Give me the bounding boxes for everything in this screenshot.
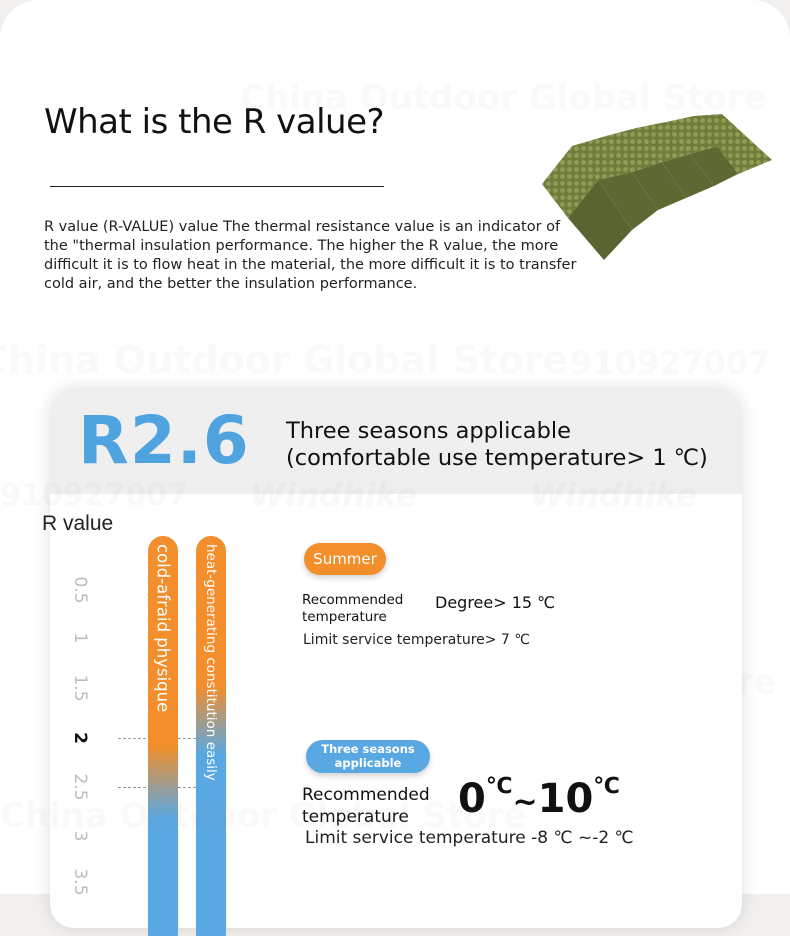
summer-recommended-label: Recommended temperature [302, 592, 404, 625]
scale-tick: 1.5 [70, 674, 90, 702]
cold-afraid-bar: cold-afraid physique [148, 536, 178, 936]
temp-low-unit: ℃ [485, 774, 513, 799]
r-value-description: R value (R-VALUE) value The thermal resi… [44, 219, 577, 292]
three-seasons-limit: Limit service temperature -8 ℃ ~-2 ℃ [305, 828, 634, 848]
scale-tick: 3.5 [70, 868, 90, 896]
summer-degree: Degree> 15 ℃ [435, 593, 556, 612]
cold-afraid-label: cold-afraid physique [153, 544, 173, 713]
scale-tick: 2.5 [70, 773, 90, 801]
r-value-axis-label: R value [42, 512, 114, 535]
scale-tick: 0.5 [70, 576, 90, 604]
card-header: R2.6 Three seasons applicable (comfortab… [50, 388, 742, 494]
season-summary-line2: (comfortable use temperature> 1 ℃) [286, 445, 708, 471]
scale-tick: 1 [70, 632, 90, 644]
foam-pad-folds [542, 114, 772, 260]
watermark: China Outdoor Global Store [0, 338, 569, 382]
watermark: 910927007 [570, 344, 771, 382]
season-summary-line1: Three seasons applicable [286, 418, 571, 444]
heat-generating-label: heat-generating constitution easily [203, 544, 219, 781]
temp-high: 10 [537, 776, 594, 822]
temp-low: 0 [458, 776, 486, 822]
three-seasons-temp-range: 0℃~10℃ [458, 774, 620, 822]
temp-separator: ~ [512, 785, 538, 820]
scale-tick-highlighted: 2 [70, 732, 90, 744]
scale-tick: 3 [70, 830, 90, 842]
heat-generating-bar: heat-generating constitution easily [196, 536, 226, 936]
three-seasons-badge: Three seasons applicable [306, 740, 430, 773]
summer-limit: Limit service temperature> 7 ℃ [303, 632, 531, 648]
r-rating: R2.6 [78, 402, 250, 479]
three-seasons-recommended-label: Recommended temperature [302, 785, 430, 827]
page-title: What is the R value? [44, 102, 385, 142]
season-summary: Three seasons applicable (comfortable us… [286, 418, 708, 472]
temp-high-unit: ℃ [593, 774, 620, 799]
three-seasons-badge-line1: Three seasons [321, 742, 415, 756]
title-underline [50, 186, 384, 187]
foam-pad-image [542, 114, 772, 260]
three-seasons-badge-line2: applicable [334, 756, 402, 770]
summer-badge: Summer [304, 543, 386, 575]
